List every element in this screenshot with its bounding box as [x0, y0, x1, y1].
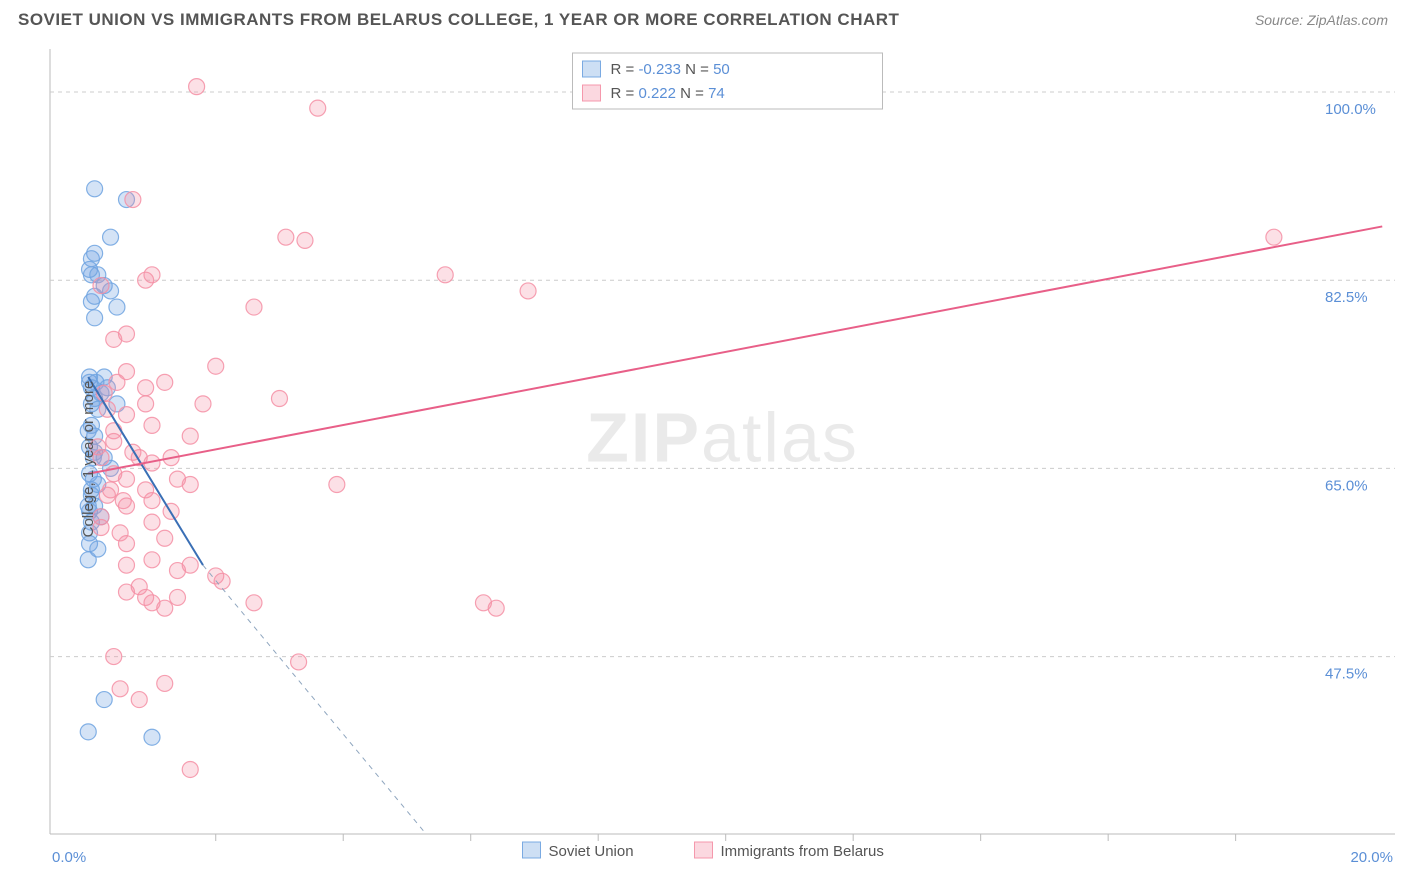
data-point	[112, 681, 128, 697]
data-point	[169, 589, 185, 605]
data-point	[118, 557, 134, 573]
data-point	[189, 79, 205, 95]
data-point	[488, 600, 504, 616]
data-point	[106, 649, 122, 665]
legend-swatch	[583, 61, 601, 77]
legend-stat: R = -0.233 N = 50	[611, 61, 730, 78]
data-point	[182, 557, 198, 573]
data-point	[195, 396, 211, 412]
data-point	[182, 477, 198, 493]
data-point	[118, 584, 134, 600]
data-point	[118, 364, 134, 380]
data-point	[87, 310, 103, 326]
data-point	[144, 493, 160, 509]
data-point	[271, 390, 287, 406]
legend-swatch	[583, 85, 601, 101]
data-point	[182, 761, 198, 777]
legend-stat: R = 0.222 N = 74	[611, 85, 725, 102]
data-point	[115, 493, 131, 509]
legend-swatch	[695, 842, 713, 858]
data-point	[329, 477, 345, 493]
source-label: Source: ZipAtlas.com	[1255, 12, 1388, 28]
data-point	[118, 407, 134, 423]
legend-bottom: Soviet Union Immigrants from Belarus	[523, 842, 884, 860]
data-point	[144, 417, 160, 433]
data-point	[297, 232, 313, 248]
data-point	[157, 600, 173, 616]
data-point	[157, 374, 173, 390]
data-point	[291, 654, 307, 670]
data-point	[106, 423, 122, 439]
data-point	[87, 181, 103, 197]
trend-line-ext	[203, 565, 426, 834]
data-point	[96, 692, 112, 708]
data-point	[144, 552, 160, 568]
y-axis-label: College, 1 year or more	[80, 381, 97, 538]
data-point	[182, 428, 198, 444]
data-point	[1266, 229, 1282, 245]
data-point	[103, 482, 119, 498]
data-point	[112, 525, 128, 541]
y-grid-label: 65.0%	[1325, 477, 1368, 494]
data-point	[138, 396, 154, 412]
x-max-label: 20.0%	[1350, 849, 1393, 866]
y-grid-label: 82.5%	[1325, 289, 1368, 306]
y-grid-label: 100.0%	[1325, 101, 1376, 118]
data-point	[157, 530, 173, 546]
data-point	[138, 272, 154, 288]
data-point	[80, 552, 96, 568]
data-point	[138, 380, 154, 396]
legend-label: Soviet Union	[549, 843, 634, 860]
data-point	[93, 278, 109, 294]
watermark: ZIPatlas	[586, 399, 859, 477]
legend-top: R = -0.233 N = 50 R = 0.222 N = 74	[573, 53, 883, 109]
data-point	[125, 192, 141, 208]
data-point	[109, 299, 125, 315]
data-point	[157, 675, 173, 691]
legend-swatch	[523, 842, 541, 858]
data-point	[437, 267, 453, 283]
data-point	[106, 331, 122, 347]
data-point	[246, 595, 262, 611]
chart-title: SOVIET UNION VS IMMIGRANTS FROM BELARUS …	[18, 10, 899, 30]
data-point	[103, 229, 119, 245]
data-point	[131, 692, 147, 708]
data-point	[208, 358, 224, 374]
data-point	[87, 245, 103, 261]
data-point	[246, 299, 262, 315]
x-min-label: 0.0%	[52, 849, 86, 866]
data-point	[520, 283, 536, 299]
data-point	[278, 229, 294, 245]
correlation-chart: 47.5% 65.0% 82.5% 100.0% 0.0% 20.0% ZIPatlas R …	[0, 34, 1406, 884]
data-point	[144, 514, 160, 530]
y-grid-label: 47.5%	[1325, 666, 1368, 683]
data-point	[80, 724, 96, 740]
legend-label: Immigrants from Belarus	[721, 843, 884, 860]
data-point	[144, 729, 160, 745]
data-point	[310, 100, 326, 116]
